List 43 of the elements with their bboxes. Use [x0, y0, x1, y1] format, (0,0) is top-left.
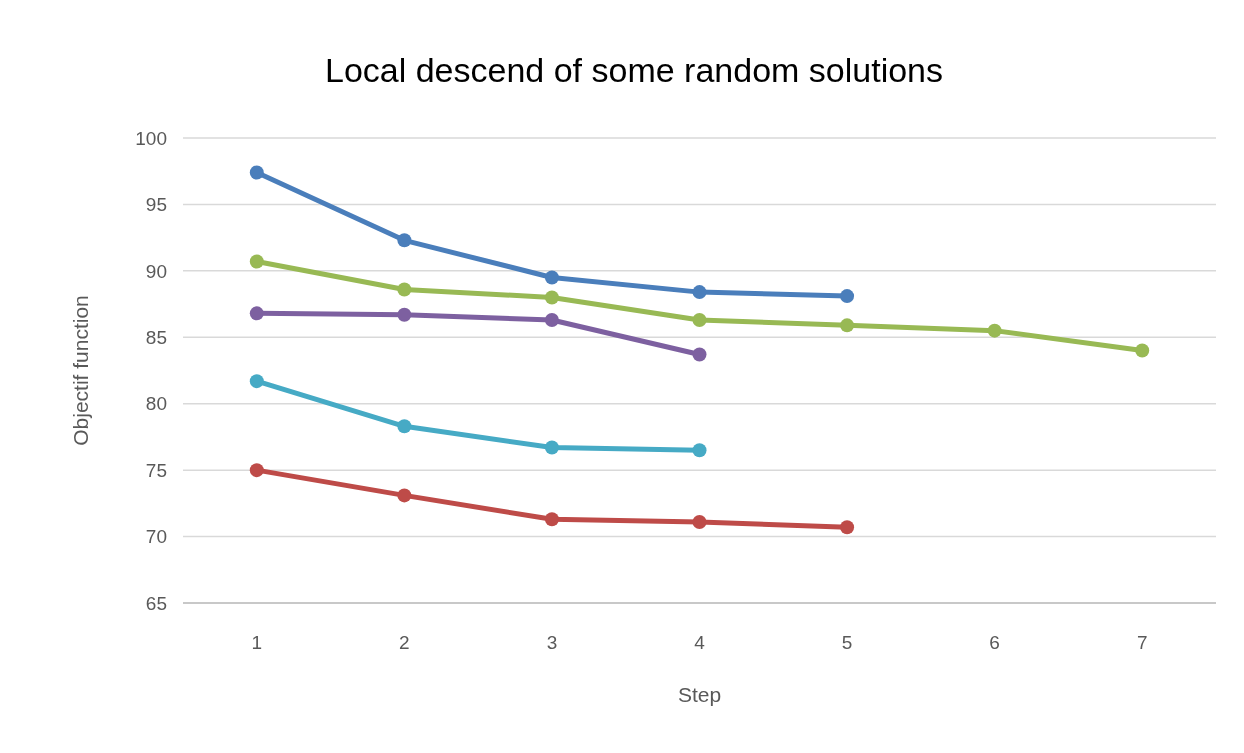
point	[397, 488, 412, 503]
point	[249, 306, 264, 321]
point	[1135, 343, 1150, 358]
chart-title: Local descend of some random solutions	[324, 51, 944, 89]
point	[692, 313, 707, 328]
y-tick-label: 65	[145, 592, 167, 614]
point	[249, 165, 264, 180]
point	[544, 270, 559, 285]
point	[544, 290, 559, 305]
point	[987, 323, 1002, 338]
point	[397, 307, 412, 322]
point	[397, 282, 412, 297]
x-axis-title: Step	[677, 683, 722, 706]
point	[840, 318, 855, 333]
point	[544, 313, 559, 328]
point	[692, 443, 707, 458]
point	[249, 374, 264, 389]
point	[692, 514, 707, 529]
point	[249, 254, 264, 269]
x-tick-label: 5	[841, 632, 853, 653]
point	[249, 463, 264, 478]
y-tick-label: 75	[145, 459, 167, 481]
point	[692, 285, 707, 300]
y-tick-label: 90	[145, 260, 167, 282]
point	[544, 512, 559, 527]
x-tick-label: 1	[251, 632, 263, 653]
x-tick-label: 2	[399, 632, 410, 653]
point	[840, 520, 855, 535]
y-tick-label: 85	[145, 326, 167, 348]
y-tick-label: 70	[145, 526, 167, 548]
point	[544, 440, 559, 455]
point	[397, 419, 412, 434]
point	[840, 289, 855, 304]
y-tick-label: 95	[145, 194, 167, 216]
point	[692, 347, 707, 362]
x-tick-label: 7	[1136, 632, 1148, 653]
y-tick-label: 80	[145, 393, 167, 415]
x-tick-label: 6	[989, 632, 1000, 653]
y-axis-title: Objectif function	[69, 295, 92, 446]
point	[397, 233, 412, 248]
y-tick-label: 100	[135, 127, 167, 149]
x-tick-label: 4	[694, 632, 706, 653]
x-tick-label: 3	[546, 632, 558, 653]
